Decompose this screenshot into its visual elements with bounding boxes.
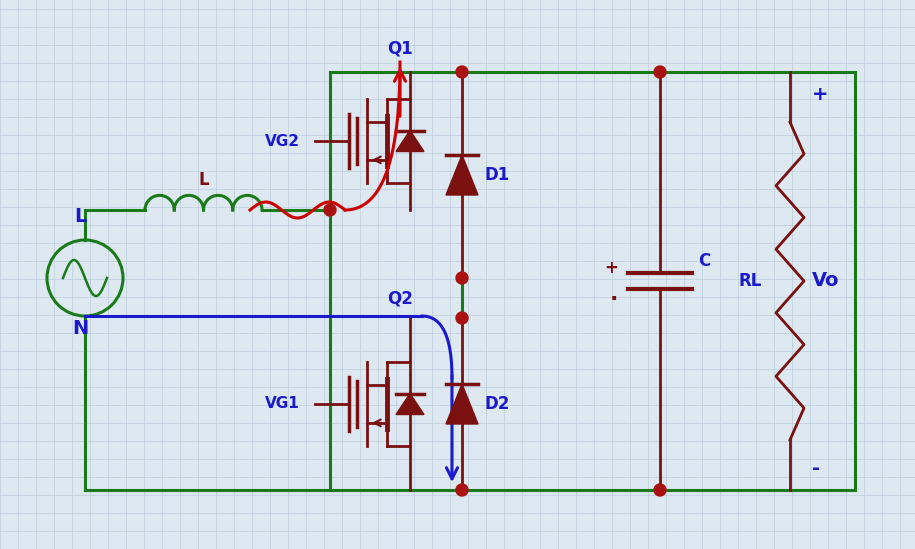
Text: VG2: VG2 (265, 133, 300, 148)
Text: RL: RL (738, 272, 762, 290)
Text: L: L (74, 207, 86, 226)
Text: +: + (812, 85, 828, 104)
Polygon shape (446, 384, 478, 424)
Text: Q1: Q1 (387, 40, 413, 58)
Text: .: . (609, 284, 618, 304)
Circle shape (456, 312, 468, 324)
Circle shape (654, 66, 666, 78)
Text: D2: D2 (484, 395, 510, 413)
Text: C: C (698, 252, 710, 270)
Circle shape (654, 484, 666, 496)
Text: -: - (812, 458, 820, 478)
Polygon shape (446, 155, 478, 195)
Text: VG1: VG1 (265, 396, 300, 412)
Polygon shape (396, 131, 424, 152)
Circle shape (456, 484, 468, 496)
Text: D1: D1 (484, 166, 510, 184)
Text: Vo: Vo (812, 272, 839, 290)
Text: L: L (199, 171, 209, 189)
Text: N: N (72, 319, 88, 338)
Circle shape (456, 272, 468, 284)
Circle shape (456, 66, 468, 78)
Text: +: + (604, 259, 618, 277)
Polygon shape (396, 394, 424, 414)
Text: Q2: Q2 (387, 289, 413, 307)
Circle shape (324, 204, 336, 216)
